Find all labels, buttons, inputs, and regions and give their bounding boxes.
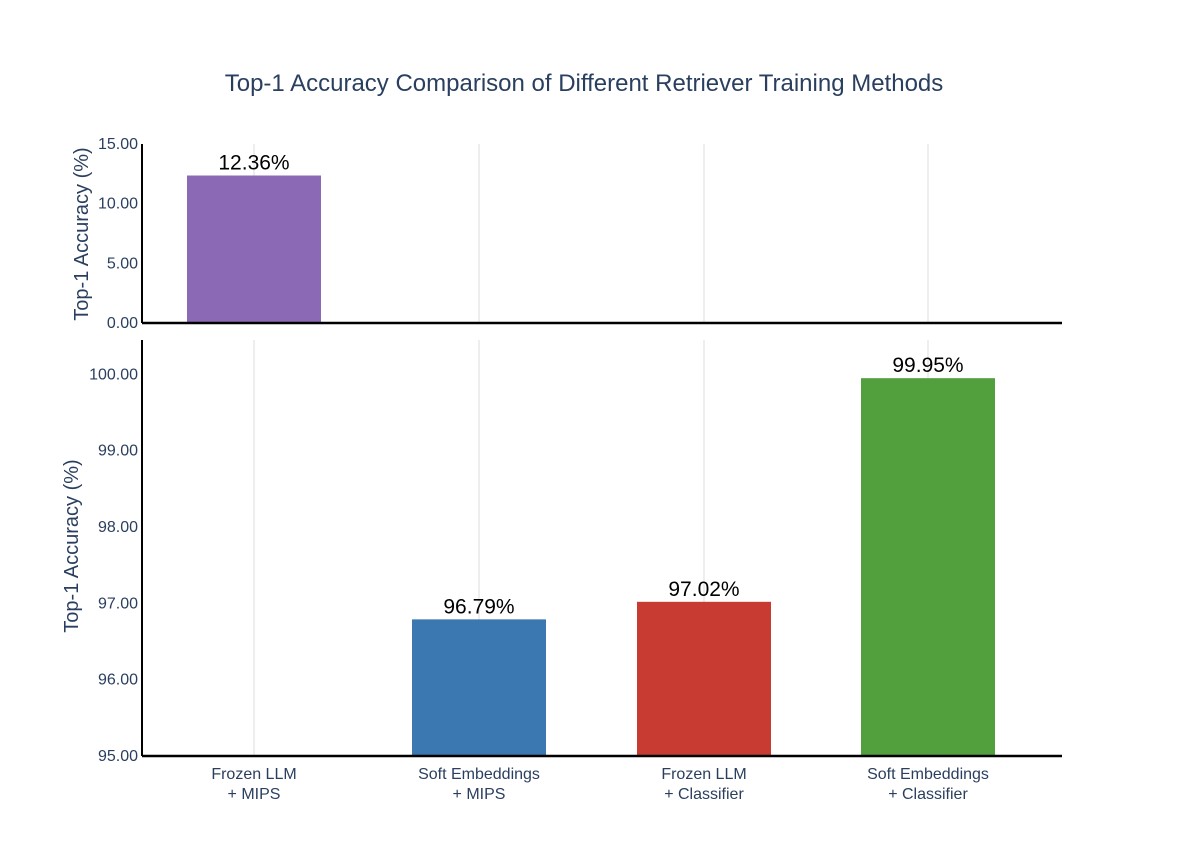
- upper-ytick-1: 0.00: [107, 315, 138, 332]
- x-tick-label-line: Frozen LLM: [661, 766, 746, 783]
- lower-ytick-3: 97.00: [98, 595, 138, 612]
- x-tick-label-line: + Classifier: [888, 786, 968, 803]
- bar-2: [412, 619, 546, 756]
- lower-panel: 95.00 96.00 97.00 98.00 99.00 100.00 96.79% 97.…: [61, 340, 1062, 765]
- x-tick-label-4: Soft Embeddings + Classifier: [867, 766, 989, 803]
- x-tick-label-line: + MIPS: [453, 786, 506, 803]
- lower-ytick-5: 99.00: [98, 443, 138, 460]
- lower-ytick-6: 100.00: [89, 366, 138, 383]
- data-label-3: 97.02%: [668, 578, 739, 601]
- lower-ytick-2: 96.00: [98, 672, 138, 689]
- x-tick-label-3: Frozen LLM + Classifier: [661, 766, 746, 803]
- lower-ytick-1: 95.00: [98, 748, 138, 765]
- lower-ytick-4: 98.00: [98, 519, 138, 536]
- data-label-2: 96.79%: [443, 595, 514, 618]
- x-tick-label-line: + Classifier: [664, 786, 744, 803]
- upper-ytick-4: 15.00: [98, 136, 138, 153]
- x-tick-label-line: + MIPS: [228, 786, 281, 803]
- upper-y-axis-title: Top-1 Accuracy (%): [71, 147, 93, 320]
- data-label-4: 99.95%: [892, 354, 963, 377]
- upper-ytick-2: 5.00: [107, 255, 138, 272]
- data-label-1: 12.36%: [218, 152, 289, 175]
- x-tick-label-2: Soft Embeddings + MIPS: [418, 766, 540, 803]
- bar-4: [861, 378, 995, 756]
- x-tick-label-1: Frozen LLM + MIPS: [211, 766, 296, 803]
- upper-panel: 0.00 5.00 10.00 15.00 12.36% Top-1 Accuracy (…: [71, 136, 1062, 332]
- bar-3: [637, 601, 771, 756]
- upper-ytick-3: 10.00: [98, 196, 138, 213]
- chart-title: Top-1 Accuracy Comparison of Different R…: [225, 70, 944, 97]
- lower-y-axis-title: Top-1 Accuracy (%): [61, 459, 83, 632]
- bar-1: [187, 175, 321, 323]
- x-tick-label-line: Soft Embeddings: [867, 766, 989, 783]
- x-tick-label-line: Frozen LLM: [211, 766, 296, 783]
- x-tick-label-line: Soft Embeddings: [418, 766, 540, 783]
